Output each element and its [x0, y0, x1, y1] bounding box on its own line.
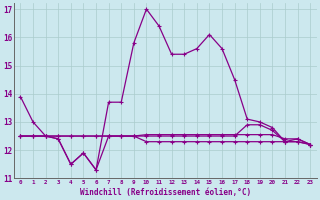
X-axis label: Windchill (Refroidissement éolien,°C): Windchill (Refroidissement éolien,°C)	[80, 188, 251, 197]
